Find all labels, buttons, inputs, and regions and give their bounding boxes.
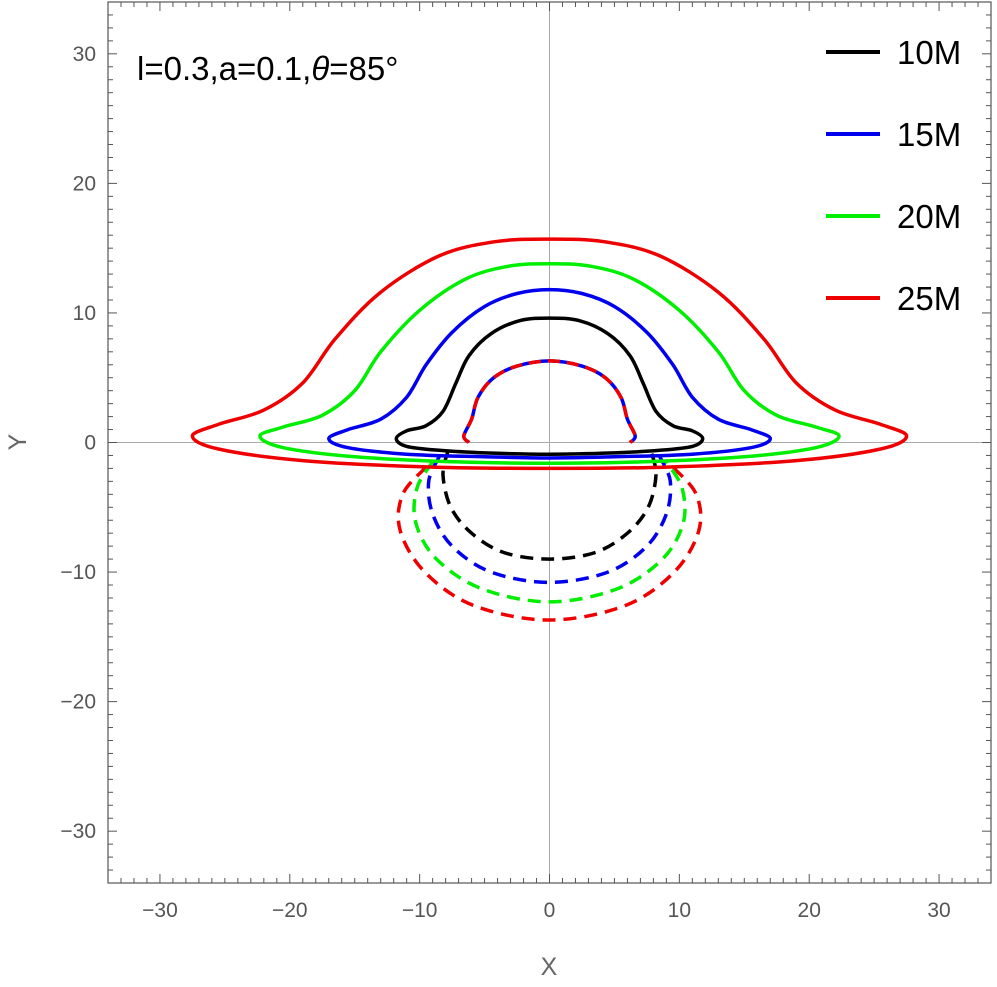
x-tick-label: −20 [272,899,308,922]
series-dashed-10M [441,449,658,561]
legend: 10M 15M 20M 25M [826,34,961,317]
axis-ticks: −30 −20 −10 0 10 20 30 −30 −20 −10 0 10 20 30 [60,2,991,922]
y-tick-label: 0 [84,432,96,455]
x-tick-label: 10 [668,899,691,922]
series-solid-15M [327,287,773,460]
zero-lines [108,2,991,883]
series-solid-25M [190,237,909,471]
x-tick-label: 0 [544,899,556,922]
x-tick-label: −30 [142,899,178,922]
y-tick-label: 30 [73,43,96,66]
y-axis-label: Y [4,433,32,450]
series-solid-10M [394,316,705,456]
legend-label-20M: 20M [897,198,961,235]
x-axis-label: X [541,953,558,981]
annotation-suffix: =85° [329,50,398,87]
y-tick-label: 20 [73,172,96,195]
x-tick-label: 30 [927,899,950,922]
parameter-annotation: l=0.3,a=0.1,θ=85° [137,50,398,87]
series-dashed-20M [412,460,687,604]
legend-label-10M: 10M [897,34,961,71]
legend-label-25M: 25M [897,280,961,317]
x-tick-label: 20 [798,899,821,922]
y-tick-label: −30 [60,820,96,843]
y-tick-label: −20 [60,691,96,714]
x-tick-label: −10 [402,899,438,922]
series-dashed-25M [396,465,703,622]
series-dashed-15M [426,456,673,585]
common-inner-arc-dashes [462,359,637,444]
y-tick-label: 10 [73,302,96,325]
annotation-theta: θ [311,50,329,87]
series-layer [190,237,909,622]
legend-label-15M: 15M [897,116,961,153]
annotation-prefix: l=0.3,a=0.1, [137,50,311,87]
series-solid-20M [258,261,841,465]
y-tick-label: −10 [60,561,96,584]
